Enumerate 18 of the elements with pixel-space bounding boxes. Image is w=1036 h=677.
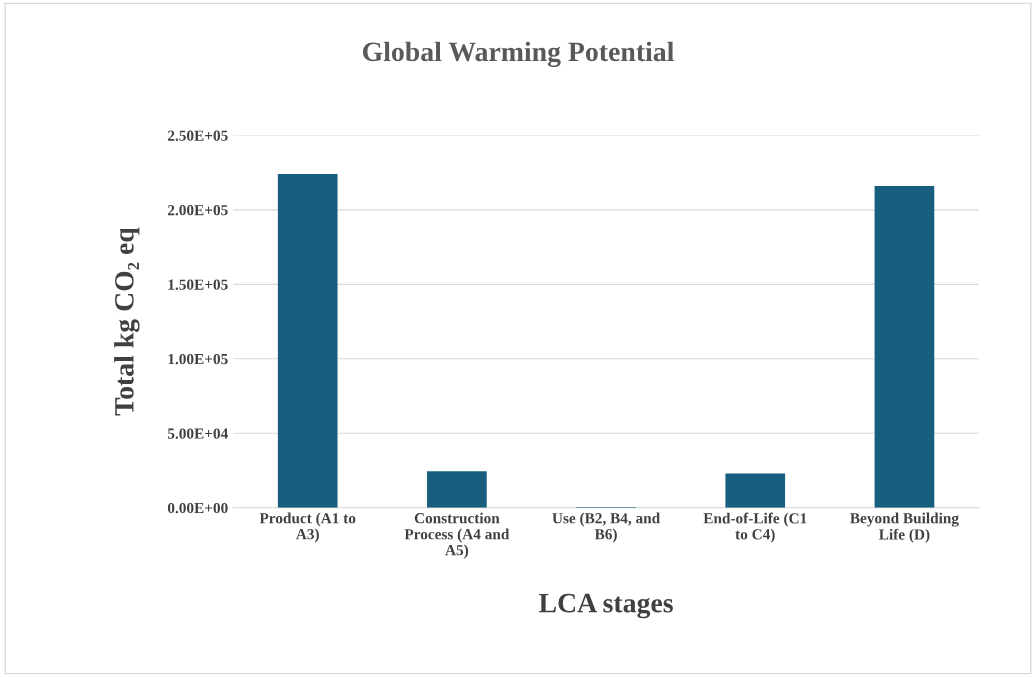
- chart-title: Global Warming Potential: [362, 41, 674, 68]
- bar: [427, 471, 487, 508]
- x-tick-label: Use (B2, B4, and B6): [552, 512, 661, 543]
- x-tick-label: End-of-Life (C1 to C4): [703, 512, 807, 543]
- x-tick-label: Construction Process (A4 and A5): [404, 512, 510, 559]
- y-tick-label: 2.50E+05: [167, 130, 228, 141]
- y-tick-label: 1.00E+05: [168, 353, 228, 365]
- x-tick-label: Product (A1 to A3): [259, 512, 356, 543]
- bar: [277, 174, 338, 508]
- y-tick-label: 1.50E+05: [168, 279, 228, 290]
- y-tick-label: 0.00E+00: [167, 502, 228, 514]
- y-tick-label: 5.00E+04: [167, 428, 228, 439]
- x-axis-title: LCA stages: [539, 593, 673, 619]
- bar: [725, 473, 786, 508]
- y-tick-label: 2.00E+05: [167, 205, 228, 216]
- y-axis-title: Total kg CO₂ eq: [114, 227, 140, 416]
- x-tick-label: Beyond Building Life (D): [850, 512, 959, 543]
- bar: [874, 186, 935, 508]
